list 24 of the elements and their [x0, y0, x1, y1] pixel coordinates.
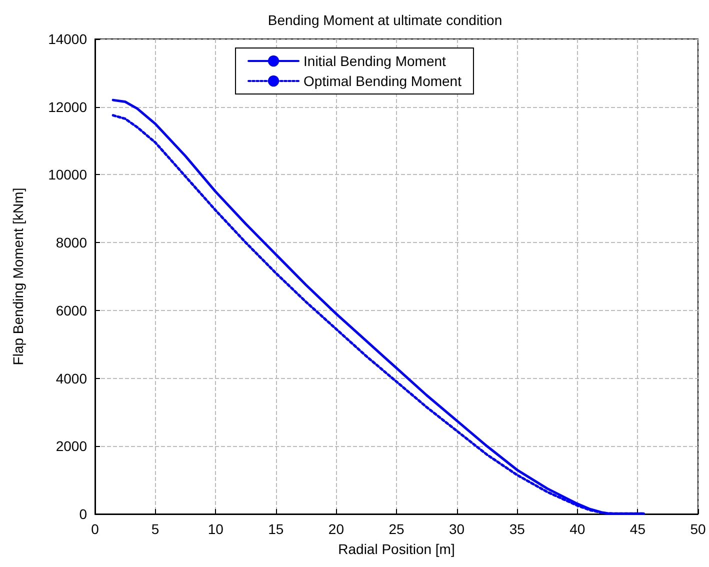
x-tick-label: 10 — [208, 521, 224, 537]
y-axis-title: Flap Bending Moment [kNm] — [10, 188, 26, 366]
y-tick-label: 12000 — [48, 98, 88, 115]
chart-title: Bending Moment at ultimate condition — [268, 12, 502, 28]
x-tick-label: 50 — [690, 521, 706, 537]
x-tick-label: 30 — [449, 521, 465, 537]
y-tick-label: 2000 — [56, 438, 88, 454]
y-tick-label: 8000 — [56, 234, 88, 251]
legend-label: Optimal Bending Moment — [304, 73, 462, 89]
x-tick-label: 45 — [630, 521, 646, 537]
x-tick-label: 5 — [151, 521, 160, 537]
x-axis-title: Radial Position [m] — [338, 541, 455, 557]
y-tick-label: 6000 — [56, 302, 88, 318]
y-tick-label: 14000 — [48, 31, 88, 47]
legend-label: Initial Bending Moment — [304, 53, 446, 69]
x-tick-label: 15 — [268, 521, 284, 537]
y-tick-label: 0 — [79, 506, 88, 522]
x-tick-label: 40 — [570, 521, 586, 537]
x-tick-label: 35 — [509, 521, 526, 537]
y-tick-label: 4000 — [56, 370, 88, 386]
y-tick-label: 10000 — [48, 166, 88, 183]
x-tick-label: 25 — [388, 521, 404, 537]
x-tick-label: 20 — [328, 521, 344, 537]
x-tick-label: 0 — [91, 521, 100, 537]
